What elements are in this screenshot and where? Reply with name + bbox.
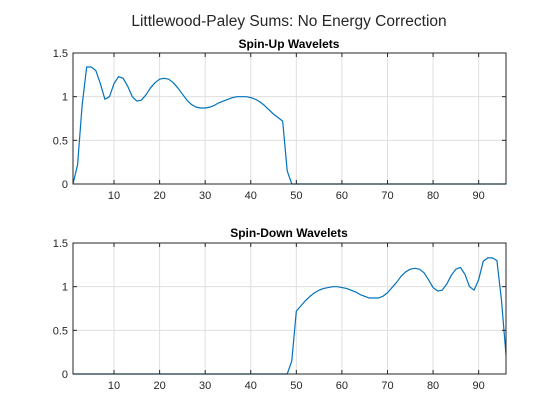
plot-area xyxy=(73,243,506,374)
x-tick-label: 20 xyxy=(153,190,165,202)
x-tick-label: 70 xyxy=(381,190,393,202)
y-tick-label: 1 xyxy=(62,92,68,104)
axes-frame xyxy=(72,242,507,375)
subplot-title: Spin-Down Wavelets xyxy=(230,226,348,240)
axes-frame xyxy=(72,52,507,185)
x-tick-label: 80 xyxy=(427,190,439,202)
y-tick-label: 0.5 xyxy=(53,135,68,147)
x-tick-label: 60 xyxy=(336,190,348,202)
x-tick-label: 90 xyxy=(473,190,485,202)
figure-title: Littlewood-Paley Sums: No Energy Correct… xyxy=(131,13,446,30)
x-tick-label: 50 xyxy=(290,190,302,202)
subplot-title: Spin-Up Wavelets xyxy=(239,37,340,51)
x-tick-label: 60 xyxy=(336,380,348,392)
x-tick-label: 20 xyxy=(153,380,165,392)
subplot-spin-down: Spin-Down Wavelets 10 20 30 40 50 60 70 80 90 0 0.… xyxy=(53,226,507,392)
x-tick-label: 40 xyxy=(245,190,257,202)
x-tick-label: 70 xyxy=(381,380,393,392)
x-tick-label: 30 xyxy=(199,190,211,202)
x-tick-label: 80 xyxy=(427,380,439,392)
y-tick-label: 0.5 xyxy=(53,325,68,337)
x-tick-label: 10 xyxy=(108,380,120,392)
x-tick-label: 90 xyxy=(473,380,485,392)
x-tick-label: 30 xyxy=(199,380,211,392)
x-tick-label: 40 xyxy=(245,380,257,392)
x-tick-label: 10 xyxy=(108,190,120,202)
plot-area xyxy=(73,53,506,184)
y-tick-label: 1.5 xyxy=(53,238,68,250)
series-line xyxy=(73,257,507,375)
y-tick-label: 1 xyxy=(62,282,68,294)
y-tick-label: 1.5 xyxy=(53,48,68,60)
subplot-spin-up: Spin-Up Wavelets 10 20 30 40 50 60 70 80 90 0 0.5 1… xyxy=(53,37,507,202)
x-tick-label: 50 xyxy=(290,380,302,392)
y-tick-label: 0 xyxy=(62,179,68,191)
y-tick-label: 0 xyxy=(62,369,68,381)
